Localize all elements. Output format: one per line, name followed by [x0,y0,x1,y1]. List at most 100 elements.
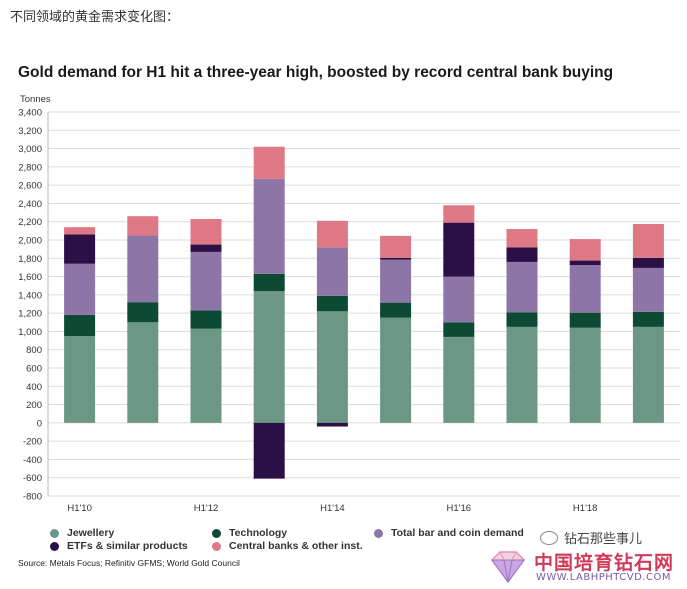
bar-segment [190,244,222,252]
legend-swatch [50,528,59,538]
bar-segment [632,267,664,312]
y-tick-label: 1,200 [18,309,42,320]
bar-segment [253,146,285,179]
bar-segment [64,227,96,235]
wechat-icon [540,530,558,545]
bar-segment [506,229,538,248]
bar-segment [380,235,412,258]
bar-segment [506,247,538,262]
y-tick-label: 2,000 [18,236,42,247]
y-tick-label: -600 [23,473,42,484]
legend-label: Central banks & other inst. [229,540,363,552]
bar-segment [632,311,664,327]
legend-label: Technology [229,527,288,539]
y-tick-label: 600 [26,364,42,375]
legend-swatch [50,541,59,551]
bar-segment [253,422,285,479]
y-tick-label: -400 [23,455,42,466]
source-note: Source: Metals Focus; Refinitiv GFMS; Wo… [18,558,240,568]
y-tick-label: -200 [23,437,42,448]
y-tick-label: 800 [26,345,42,356]
bar-segment [253,291,285,423]
y-tick-label: 0 [37,418,42,429]
bar-segment [316,247,348,296]
bar-segment [127,235,159,303]
legend-swatch [212,541,221,551]
bar-segment [127,302,159,323]
bar-segment [316,295,348,312]
bar-segment [190,328,222,423]
bar-segment [316,220,348,248]
bar-segment [443,276,475,323]
bar-segment [127,216,159,236]
site-name: 中国培育钻石网 [534,552,675,574]
legend-label: ETFs & similar products [67,540,188,552]
site-watermark: 中国培育钻石网 WWW.LABHPHTCVD.COM [488,548,684,586]
y-tick-label: 200 [26,400,42,411]
bar-segment [316,422,348,427]
legend-item-jewellery: Jewellery [50,527,114,539]
bar-segment [64,336,96,423]
bar-segment [569,260,601,266]
bar-segment [443,205,475,223]
legend-label: Total bar and coin demand [391,527,524,539]
y-tick-label: 1,600 [18,272,42,283]
legend-swatch [212,528,221,538]
bar-segment [569,239,601,261]
bar-segment [64,263,96,315]
bar-segment [506,261,538,313]
bar-segment [190,310,222,329]
bar-segment [632,224,664,258]
bar-segment [190,251,222,311]
bar-segment [380,302,412,318]
bar-segment [190,218,222,245]
x-tick-label: H1'18 [573,503,598,514]
stacked-bar-chart: Tonnes 3,400 3,200 3,000 2,800 2,600 2,400 2,20… [18,94,680,514]
page-caption: 不同领域的黄金需求变化图： [10,10,180,25]
bar-segment [253,178,285,274]
x-tick-label: H1'12 [194,503,219,514]
legend-item-bar-coin: Total bar and coin demand [374,527,524,539]
bar-segment [64,314,96,336]
y-tick-label: 2,400 [18,199,42,210]
site-url: WWW.LABHPHTCVD.COM [536,572,671,583]
bar-segment [506,312,538,327]
bar-segment [64,234,96,264]
bar-segment [632,326,664,423]
bar-segment [380,317,412,423]
y-tick-label: 2,200 [18,217,42,228]
y-tick-label: 1,400 [18,290,42,301]
y-tick-label: 1,800 [18,254,42,265]
x-tick-label: H1'16 [447,503,472,514]
bar-segment [380,259,412,303]
legend-item-etfs: ETFs & similar products [50,540,188,552]
bar-segment [569,327,601,423]
y-tick-label: 3,400 [18,108,42,119]
bar-segment [569,265,601,313]
bar-segment [316,311,348,423]
x-tick-label: H1'14 [320,503,345,514]
y-tick-label: 2,600 [18,181,42,192]
bar-segment [253,273,285,292]
legend-item-central-banks: Central banks & other inst. [212,540,363,552]
bar-segment [569,312,601,328]
chart-title: Gold demand for H1 hit a three-year high… [18,64,614,81]
wechat-watermark: 钻石那些事儿 [540,528,642,547]
legend-item-technology: Technology [212,527,287,539]
bar-segment [443,336,475,423]
bar-segment [506,326,538,423]
bar-segment [443,322,475,337]
bar-segment [380,257,412,260]
y-tick-label: 400 [26,382,42,393]
y-tick-label: 1,000 [18,327,42,338]
y-tick-label: -800 [23,492,42,503]
y-tick-label: 2,800 [18,162,42,173]
legend-swatch [374,528,383,538]
bar-segment [632,257,664,268]
wechat-label: 钻石那些事儿 [564,532,643,547]
bar-segment [443,222,475,277]
diamond-logo-icon [491,551,525,584]
bar-segment [127,322,159,423]
y-axis-title: Tonnes [20,94,51,105]
x-tick-label: H1'10 [67,503,92,514]
